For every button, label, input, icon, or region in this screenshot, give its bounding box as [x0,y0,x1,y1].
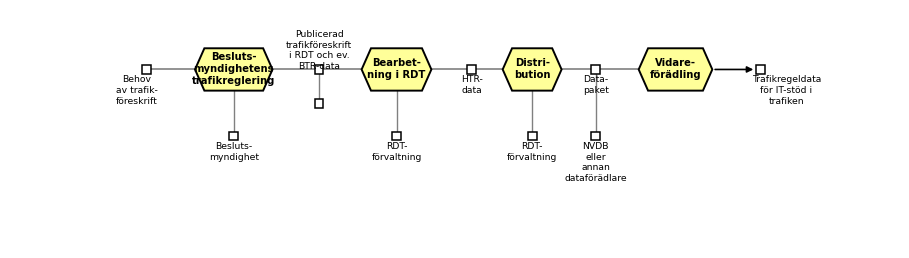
Text: HTR-
data: HTR- data [461,75,483,95]
Text: Besluts-
myndighetens
trafikreglering: Besluts- myndighetens trafikreglering [192,52,275,86]
Text: NVDB
eller
annan
dataförädlare: NVDB eller annan dataförädlare [564,142,627,183]
Polygon shape [503,48,562,91]
Text: Behov
av trafik-
föreskrift: Behov av trafik- föreskrift [116,75,158,106]
Polygon shape [639,48,713,91]
Text: RDT-
förvaltning: RDT- förvaltning [507,142,557,162]
Text: RDT-
förvaltning: RDT- förvaltning [371,142,422,162]
Text: Vidare-
förädling: Vidare- förädling [650,59,702,80]
Text: Distri-
bution: Distri- bution [514,59,550,80]
Text: Data-
paket: Data- paket [583,75,609,95]
Bar [142,65,151,74]
Bar [756,65,765,74]
Text: Publicerad
trafikföreskrift
i RDT och ev.
BTR-data: Publicerad trafikföreskrift i RDT och ev… [286,30,352,71]
Text: Bearbet-
ning i RDT: Bearbet- ning i RDT [367,59,425,80]
Bar [591,132,600,141]
Bar [591,65,600,74]
Bar [392,132,401,141]
Text: Besluts-
myndighet: Besluts- myndighet [209,142,259,162]
Bar [467,65,476,74]
Text: Trafikregeldata
för IT-stöd i
trafiken: Trafikregeldata för IT-stöd i trafiken [752,75,821,106]
Polygon shape [362,48,432,91]
Bar [315,65,324,74]
Polygon shape [195,48,273,91]
Bar [229,132,238,141]
Bar [315,99,324,108]
Bar [527,132,536,141]
